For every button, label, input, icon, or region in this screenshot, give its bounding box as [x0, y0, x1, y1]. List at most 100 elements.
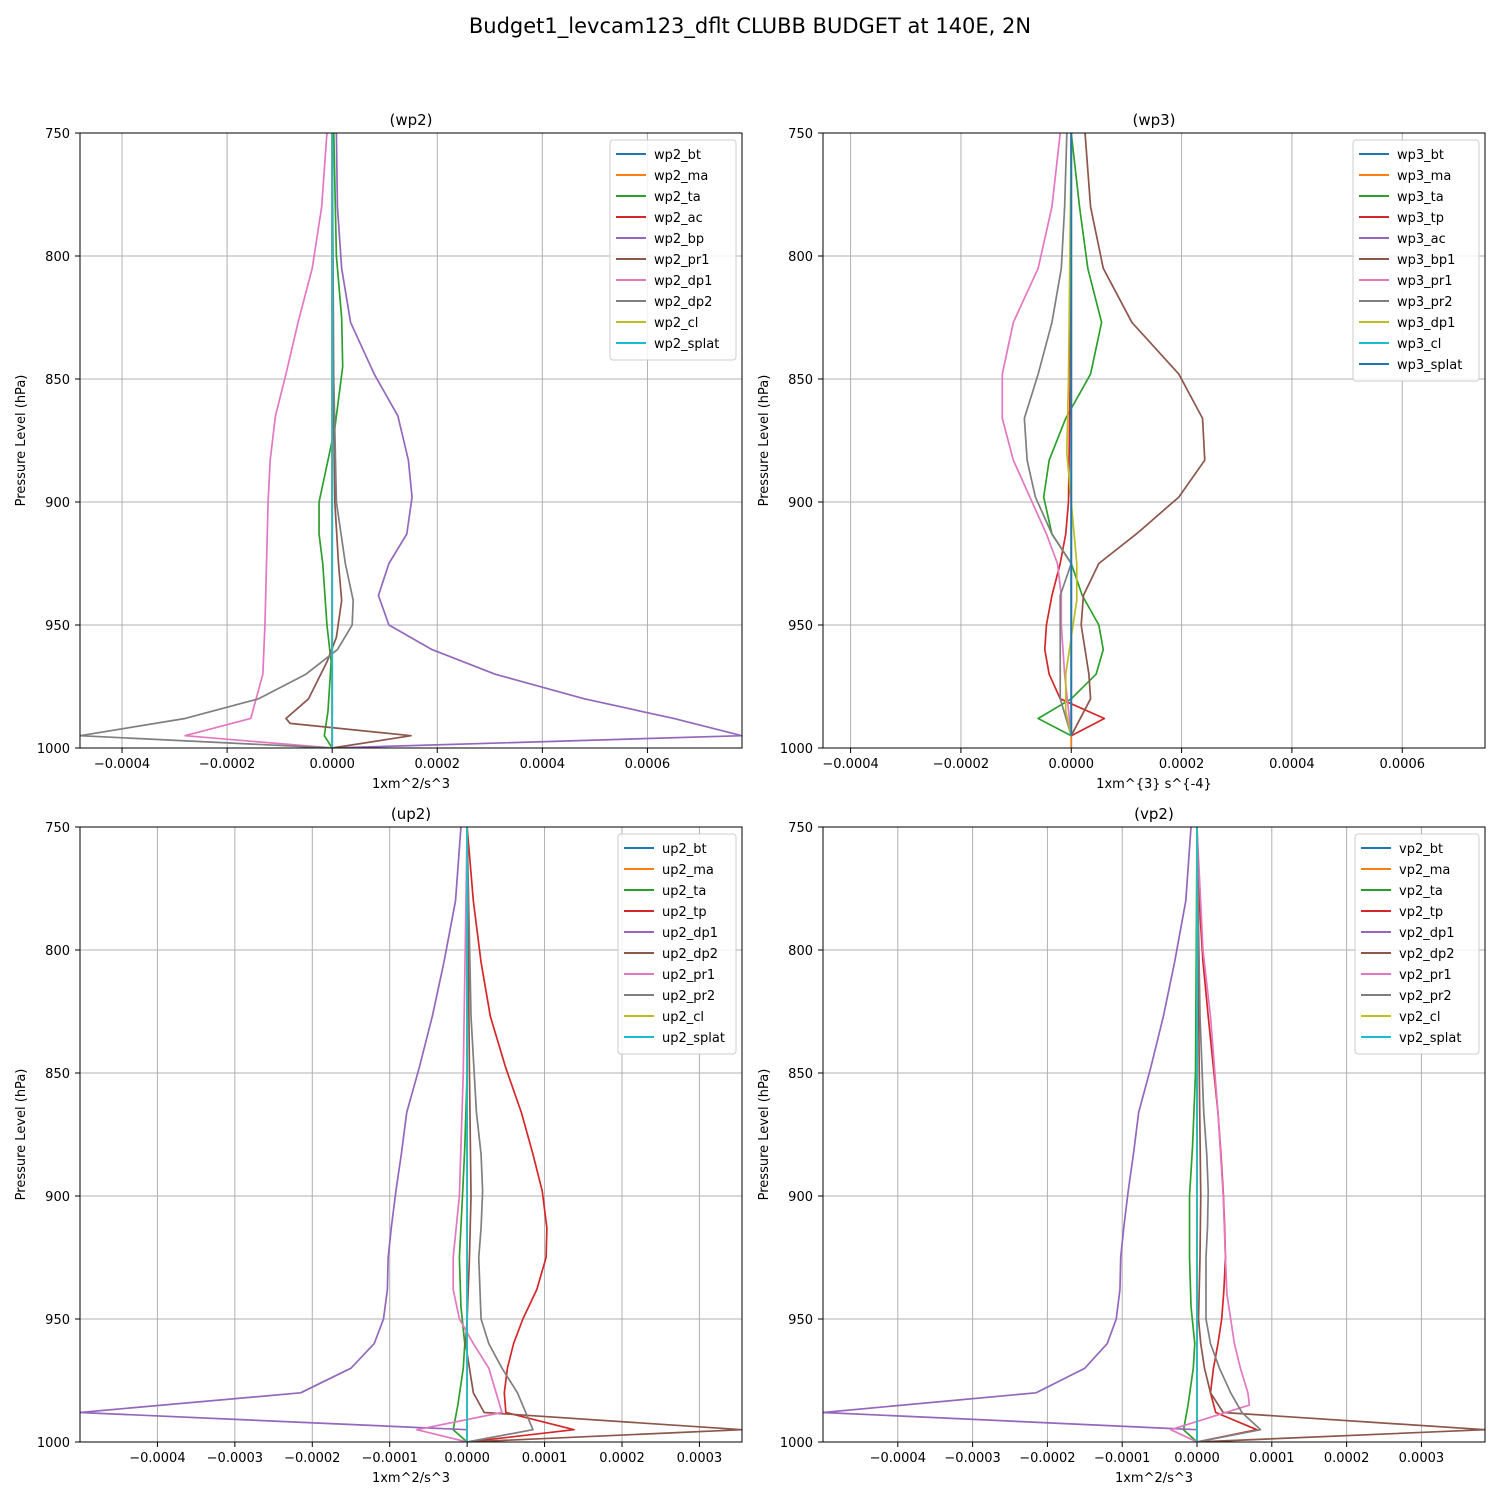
- x-tick-label: −0.0002: [199, 757, 255, 772]
- legend-entry: up2_ta: [662, 884, 706, 899]
- x-tick-label: −0.0003: [944, 1451, 1000, 1466]
- series-line-up2_pr2: [466, 827, 534, 1442]
- axes-frame: [79, 132, 743, 749]
- legend-entry: wp3_pr1: [1397, 274, 1453, 289]
- chart-title: (vp2): [1134, 805, 1174, 823]
- legend-entry: wp2_bt: [654, 148, 701, 163]
- axes-frame: [822, 132, 1486, 749]
- x-axis-label: 1xm^{3} s^{-4}: [1096, 777, 1212, 792]
- x-tick-label: −0.0004: [870, 1451, 926, 1466]
- series-line-up2_ta: [452, 827, 468, 1442]
- legend-entry: wp2_dp2: [654, 295, 712, 310]
- y-tick-label: 800: [45, 944, 70, 959]
- legend-entry: vp2_ta: [1399, 884, 1443, 899]
- series-line-up2_pr1: [415, 827, 503, 1442]
- y-tick-label: 800: [788, 944, 813, 959]
- x-tick-label: 0.0002: [1159, 757, 1205, 772]
- x-tick-label: −0.0002: [1019, 1451, 1075, 1466]
- series-line-wp3_bp1: [1070, 133, 1206, 737]
- legend-entry: up2_splat: [662, 1031, 725, 1046]
- y-tick-label: 1000: [780, 1436, 813, 1451]
- legend-entry: wp2_bp: [654, 232, 704, 247]
- legend: wp2_bt wp2_ma wp2_ta wp2_ac wp2_bp wp2_pr1 wp2…: [609, 139, 737, 361]
- y-tick-label: 850: [788, 1067, 813, 1082]
- series-line-wp3_pr1: [1001, 133, 1073, 736]
- series-line-vp2_pr1: [1169, 827, 1251, 1442]
- legend-entry: vp2_ma: [1399, 863, 1450, 878]
- y-tick-label: 950: [45, 619, 70, 634]
- x-tick-label: 0.0003: [1399, 1451, 1445, 1466]
- y-axis-label: Pressure Level (hPa): [14, 1069, 29, 1201]
- y-tick-label: 1000: [37, 742, 70, 757]
- axes-frame: [79, 826, 743, 1443]
- series-line-wp3_dp1: [1064, 133, 1078, 736]
- x-tick-label: −0.0002: [284, 1451, 340, 1466]
- y-tick-label: 1000: [37, 1436, 70, 1451]
- legend: wp3_bt wp3_ma wp3_ta wp3_tp wp3_ac wp3_bp1 wp3…: [1352, 139, 1480, 382]
- y-tick-label: 750: [788, 821, 813, 836]
- legend-entry: up2_dp2: [662, 947, 718, 962]
- x-tick-label: −0.0003: [207, 1451, 263, 1466]
- y-tick-label: 1000: [780, 742, 813, 757]
- legend-entry: up2_ma: [662, 863, 714, 878]
- x-tick-label: 0.0000: [444, 1451, 490, 1466]
- series-line-wp2_bp: [332, 133, 742, 748]
- x-tick-label: −0.0001: [362, 1451, 418, 1466]
- y-tick-label: 800: [45, 250, 70, 265]
- y-tick-label: 850: [45, 373, 70, 388]
- legend-entry: wp2_ac: [654, 211, 703, 226]
- x-tick-label: 0.0001: [522, 1451, 568, 1466]
- legend-entry: wp3_bt: [1397, 148, 1444, 163]
- figure-title: Budget1_levcam123_dflt CLUBB BUDGET at 1…: [468, 14, 1032, 38]
- legend-entry: wp2_ta: [654, 190, 701, 205]
- legend-entry: vp2_cl: [1399, 1010, 1440, 1025]
- legend-entry: wp3_ma: [1397, 169, 1451, 184]
- chart-panel-3: −0.0004 −0.0003 −0.0002 −0.0001 0.0000 0.0001…: [757, 805, 1486, 1486]
- chart-panel-1: −0.0004 −0.0002 0.0000 0.0002 0.0004 0.0006 75…: [757, 111, 1486, 792]
- legend-entry: wp3_dp1: [1397, 316, 1455, 331]
- x-tick-label: 0.0000: [309, 757, 355, 772]
- y-tick-label: 900: [788, 496, 813, 511]
- x-tick-label: −0.0004: [129, 1451, 185, 1466]
- series-line-wp2_dp2: [80, 133, 355, 748]
- series-line-up2_tp: [466, 827, 575, 1442]
- y-tick-label: 750: [45, 821, 70, 836]
- x-tick-label: 0.0006: [625, 757, 671, 772]
- x-tick-label: −0.0002: [933, 757, 989, 772]
- legend-entry: up2_dp1: [662, 926, 718, 941]
- legend-entry: up2_pr2: [662, 989, 715, 1004]
- y-tick-label: 950: [788, 619, 813, 634]
- x-tick-label: 0.0002: [599, 1451, 645, 1466]
- series-line-wp2_ta: [318, 133, 344, 748]
- axes-frame: [822, 826, 1486, 1443]
- x-axis-label: 1xm^2/s^3: [372, 777, 450, 792]
- x-axis-label: 1xm^2/s^3: [372, 1471, 450, 1486]
- y-tick-label: 900: [45, 496, 70, 511]
- legend-box: [1352, 139, 1480, 382]
- legend-entry: vp2_pr2: [1399, 989, 1452, 1004]
- legend-entry: wp2_ma: [654, 169, 708, 184]
- y-axis-label: Pressure Level (hPa): [14, 375, 29, 507]
- chart-title: (wp3): [1132, 111, 1175, 129]
- y-tick-label: 950: [788, 1313, 813, 1328]
- y-tick-label: 800: [788, 250, 813, 265]
- y-tick-label: 950: [45, 1313, 70, 1328]
- legend: up2_bt up2_ma up2_ta up2_tp up2_dp1 up2_dp2up…: [617, 833, 737, 1055]
- legend-entry: wp3_cl: [1397, 337, 1441, 352]
- x-tick-label: −0.0001: [1094, 1451, 1150, 1466]
- series-line-vp2_ta: [1182, 827, 1198, 1442]
- y-tick-label: 850: [788, 373, 813, 388]
- y-tick-label: 900: [45, 1190, 70, 1205]
- x-tick-label: 0.0002: [1324, 1451, 1370, 1466]
- legend-entry: wp2_dp1: [654, 274, 712, 289]
- y-tick-label: 850: [45, 1067, 70, 1082]
- legend-entry: up2_tp: [662, 905, 707, 920]
- legend-entry: up2_pr1: [662, 968, 715, 983]
- x-axis-label: 1xm^2/s^3: [1115, 1471, 1193, 1486]
- x-tick-label: 0.0001: [1249, 1451, 1295, 1466]
- x-tick-label: 0.0000: [1174, 1451, 1220, 1466]
- y-tick-label: 750: [45, 127, 70, 142]
- series-line-up2_dp2: [464, 827, 742, 1442]
- legend-entry: wp3_pr2: [1397, 295, 1453, 310]
